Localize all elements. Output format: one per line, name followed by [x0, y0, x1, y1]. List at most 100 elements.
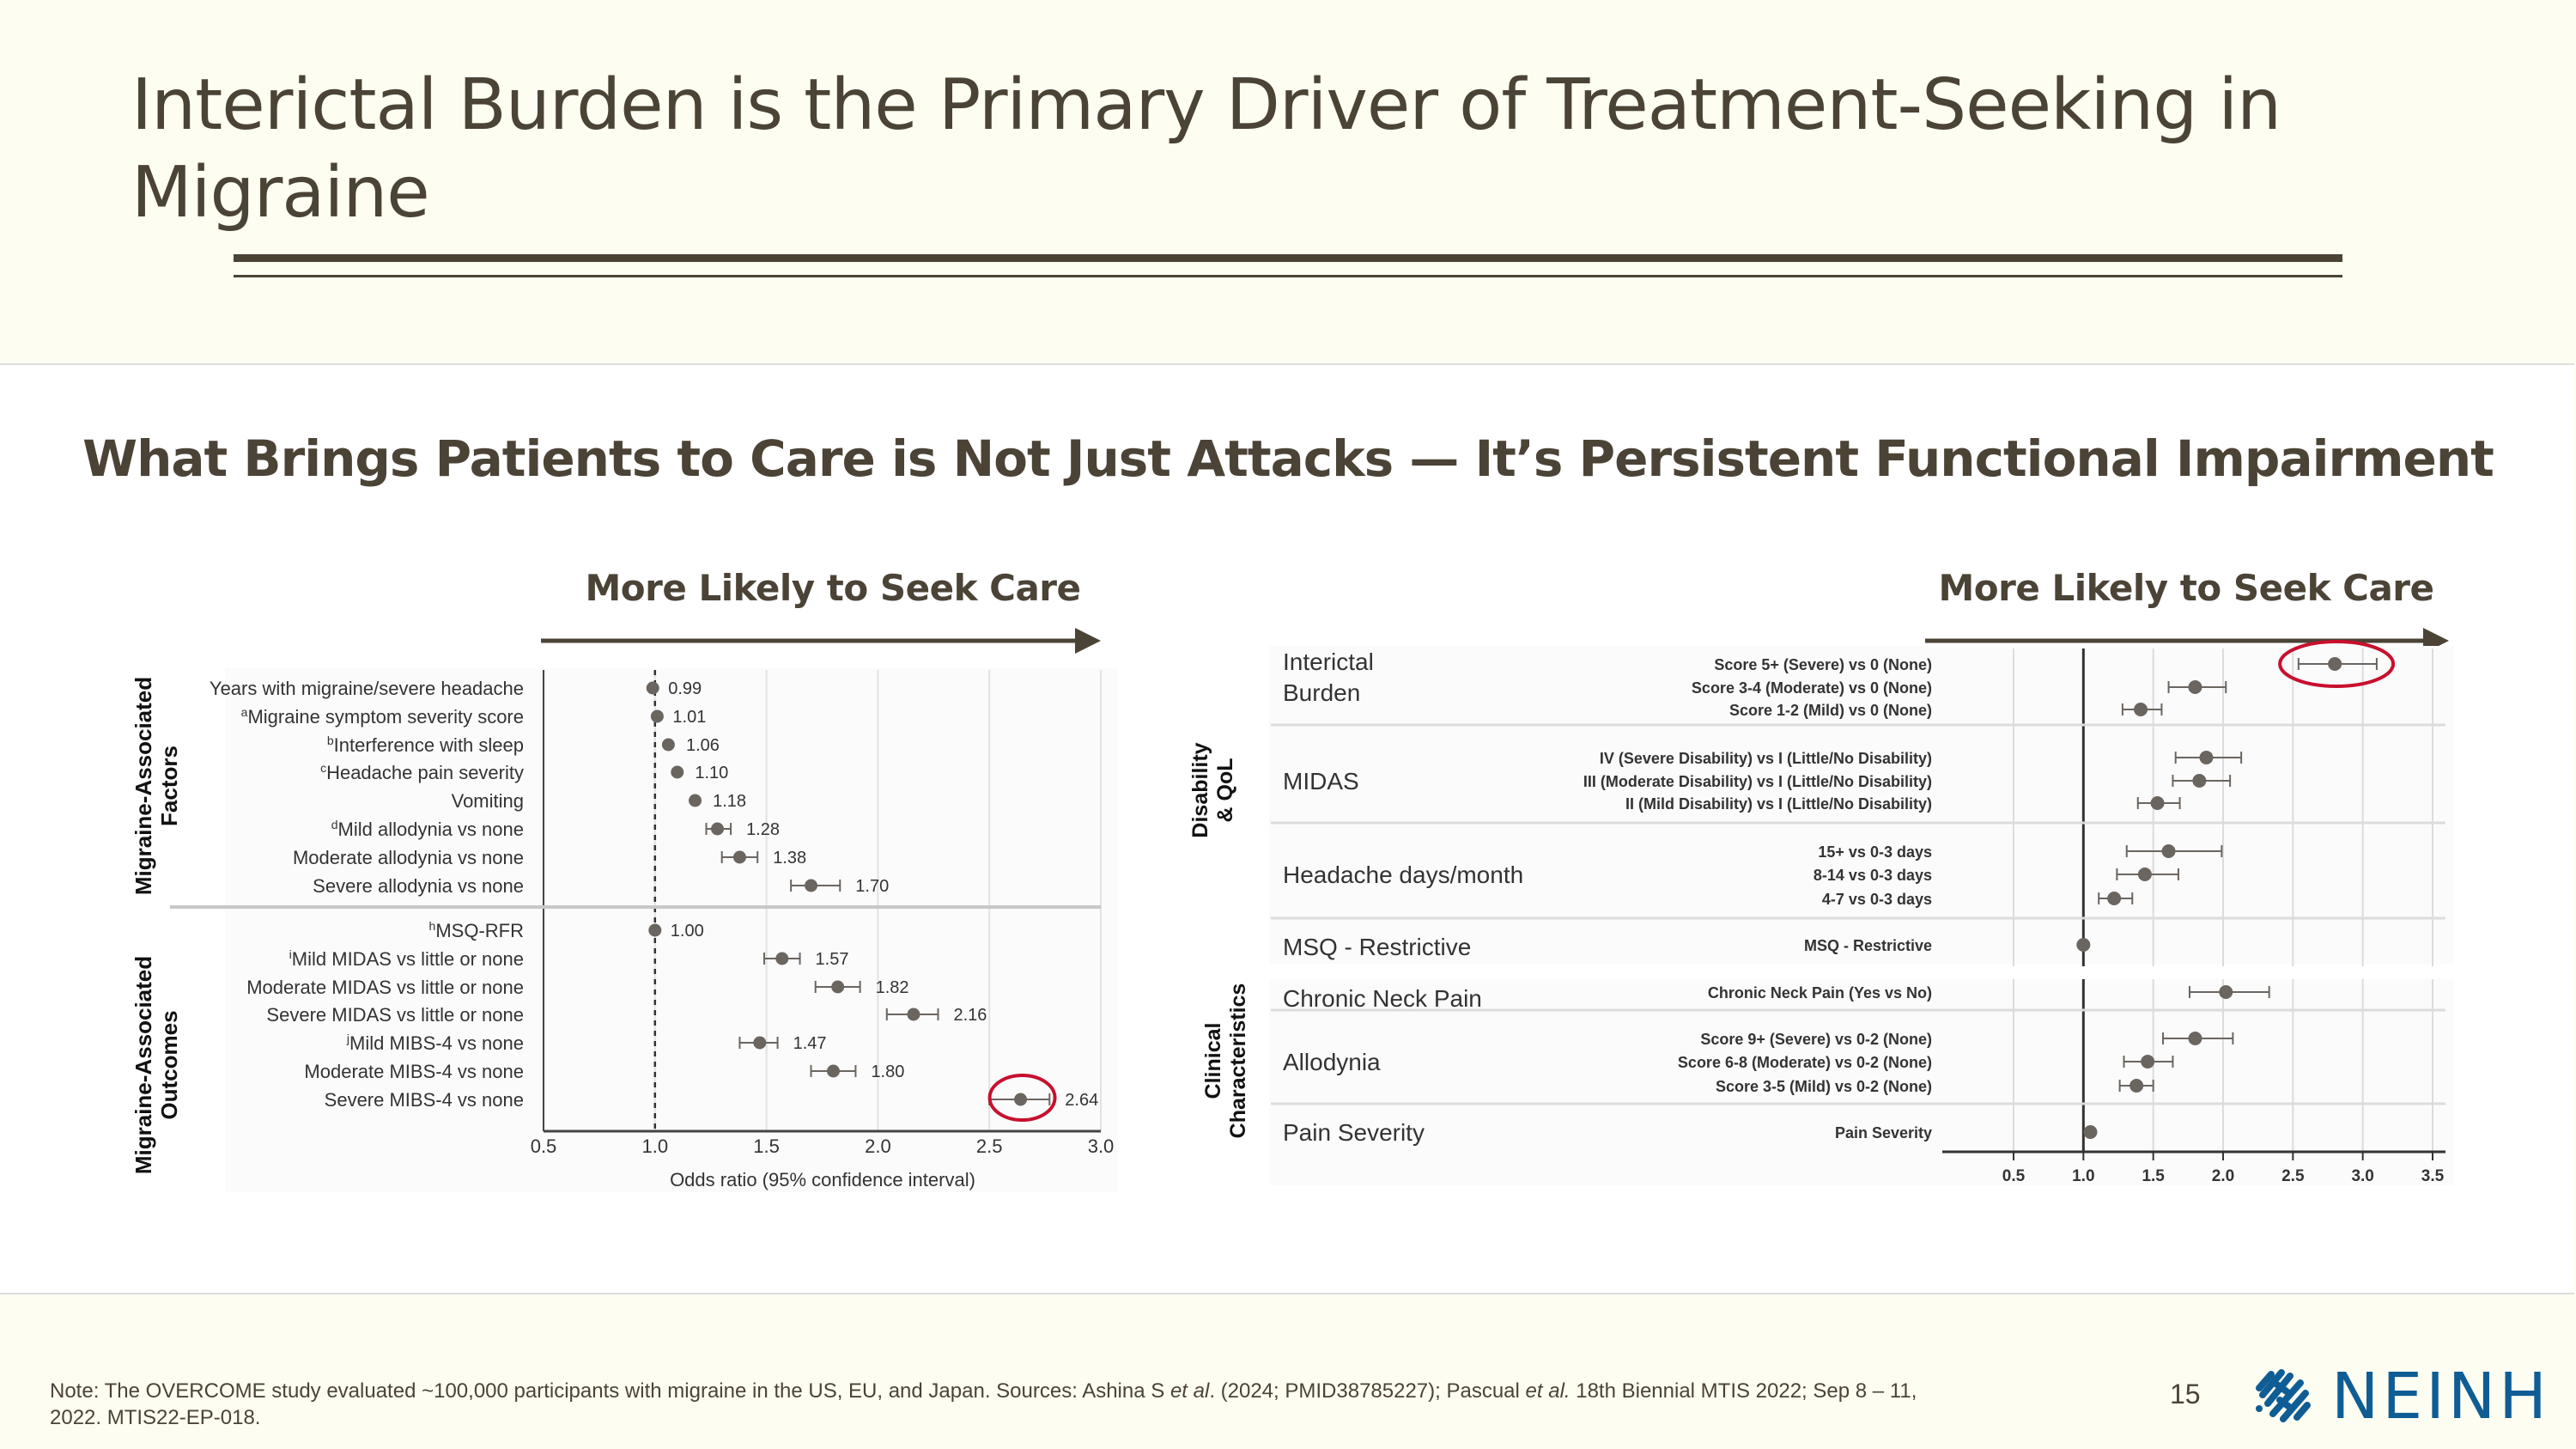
- category-label: Allodynia: [1283, 1049, 1381, 1075]
- row-label: Severe MIDAS vs little or none: [266, 1004, 524, 1026]
- point-estimate: [775, 952, 789, 965]
- row-label: hMSQ-RFR: [429, 919, 524, 941]
- point-estimate: [661, 738, 675, 752]
- value-label: 1.28: [746, 820, 780, 839]
- value-label: 1.82: [876, 978, 909, 997]
- category-label: Interictal Burden: [1283, 648, 1374, 706]
- row-label: jMild MIBS-4 vs none: [346, 1032, 524, 1054]
- value-label: 1.80: [871, 1062, 904, 1081]
- category-label: MSQ - Restrictive: [1283, 934, 1471, 960]
- point-estimate: [2161, 844, 2176, 858]
- value-label: 1.01: [672, 708, 706, 727]
- x-tick-label: 3.0: [2351, 1167, 2373, 1185]
- x-tick-label: 0.5: [2002, 1167, 2026, 1185]
- point-estimate: [646, 681, 659, 695]
- row-label: Severe allodynia vs none: [313, 875, 524, 897]
- point-estimate: [805, 879, 818, 892]
- row-label: Severe MIBS-4 vs none: [325, 1089, 524, 1111]
- row-label: Moderate MIDAS vs little or none: [246, 977, 524, 998]
- highlight-circle: [987, 1074, 1057, 1122]
- group-label: Migraine-AssociatedOutcomes: [131, 956, 182, 1174]
- row-label: 4-7 vs 0-3 days: [1822, 891, 1932, 908]
- point-estimate: [2076, 938, 2091, 952]
- note-mid: . (2024; PMID38785227); Pascual: [1209, 1379, 1526, 1403]
- row-label: II (Mild Disability) vs I (Little/No Dis…: [1625, 795, 1932, 813]
- row-label: Moderate MIBS-4 vs none: [304, 1061, 524, 1082]
- category-label: Headache days/month: [1283, 861, 1523, 888]
- value-label: 1.00: [671, 922, 704, 941]
- row-label: Vomiting: [452, 790, 524, 812]
- row-label: Years with migraine/severe headache: [210, 678, 524, 699]
- left-arrow-label: More Likely to Seek Care: [585, 567, 1081, 609]
- category-label: MIDAS: [1283, 768, 1359, 795]
- title-rule-thick: [234, 254, 2342, 262]
- value-label: 1.38: [773, 849, 806, 868]
- x-tick-label: 2.5: [2281, 1167, 2305, 1185]
- point-estimate: [2141, 1055, 2155, 1068]
- row-label: Score 3-4 (Moderate) vs 0 (None): [1692, 679, 1932, 697]
- right-arrow-label: More Likely to Seek Care: [1938, 567, 2434, 609]
- category-label: Chronic Neck Pain: [1283, 985, 1482, 1012]
- point-estimate: [2199, 751, 2214, 764]
- panel-subtitle: What Brings Patients to Care is Not Just…: [82, 429, 2494, 488]
- value-label: 1.18: [713, 792, 746, 811]
- x-tick-label: 2.5: [976, 1135, 1003, 1157]
- group-label: ClinicalCharacteristics: [1201, 983, 1250, 1139]
- left-plot-background: [225, 668, 1118, 1192]
- x-tick-label: 1.0: [2072, 1167, 2094, 1185]
- x-tick-label: 3.0: [1088, 1135, 1115, 1157]
- point-estimate: [907, 1008, 920, 1021]
- x-tick-label: 1.5: [2142, 1167, 2165, 1185]
- value-label: 2.16: [953, 1006, 987, 1025]
- point-estimate: [650, 709, 664, 723]
- value-label: 1.06: [686, 736, 720, 755]
- footer-note: Note: The OVERCOME study evaluated ~100,…: [50, 1378, 1939, 1431]
- x-tick-label: 1.5: [753, 1135, 780, 1157]
- point-estimate: [753, 1036, 767, 1050]
- group-label: Disability& QoL: [1188, 742, 1237, 837]
- x-tick-label: 3.5: [2421, 1167, 2445, 1185]
- point-estimate: [732, 850, 746, 864]
- point-estimate: [2192, 774, 2207, 788]
- group-label: Migraine-AssociatedFactors: [131, 677, 182, 895]
- point-estimate: [2188, 1032, 2202, 1045]
- x-axis-title: Odds ratio (95% confidence interval): [670, 1169, 975, 1190]
- category-label: Pain Severity: [1283, 1119, 1425, 1146]
- right-plot-background-top: [1269, 646, 2454, 964]
- point-estimate: [2328, 657, 2342, 671]
- value-label: 1.10: [695, 764, 728, 782]
- x-tick-label: 2.0: [2212, 1167, 2234, 1185]
- point-estimate: [2129, 1079, 2144, 1093]
- row-label: cHeadache pain severity: [320, 761, 524, 783]
- row-label: Score 6-8 (Moderate) vs 0-2 (None): [1678, 1054, 1932, 1071]
- row-label: Score 9+ (Severe) vs 0-2 (None): [1700, 1031, 1932, 1048]
- point-estimate: [2137, 868, 2152, 881]
- note-suffix: 18th Biennial MTIS 2022; Sep 8 – 11, 202…: [50, 1379, 1917, 1429]
- point-estimate: [2134, 703, 2148, 716]
- row-label: MSQ - Restrictive: [1804, 937, 1932, 954]
- row-label: Pain Severity: [1835, 1124, 1932, 1142]
- row-label: Chronic Neck Pain (Yes vs No): [1708, 984, 1932, 1002]
- point-estimate: [2219, 985, 2233, 999]
- note-etal-1: et al: [1170, 1379, 1210, 1403]
- logo-mark-icon: [2256, 1369, 2311, 1422]
- point-estimate: [648, 923, 662, 937]
- point-estimate: [689, 794, 702, 807]
- point-estimate: [826, 1064, 840, 1078]
- note-prefix: Note: The OVERCOME study evaluated ~100,…: [50, 1379, 1170, 1403]
- title-rule-thin: [234, 275, 2342, 277]
- point-estimate: [710, 822, 724, 836]
- row-label: iMild MIDAS vs little or none: [289, 947, 524, 970]
- point-estimate: [2083, 1125, 2098, 1139]
- page-number: 15: [2170, 1379, 2201, 1409]
- value-label: 0.99: [668, 679, 702, 698]
- row-label: Score 5+ (Severe) vs 0 (None): [1714, 656, 1932, 673]
- x-tick-label: 1.0: [642, 1135, 669, 1157]
- point-estimate: [831, 980, 845, 994]
- point-estimate: [2150, 796, 2165, 810]
- row-label: III (Moderate Disability) vs I (Little/N…: [1583, 773, 1932, 790]
- row-label: IV (Severe Disability) vs I (Little/No D…: [1600, 750, 1932, 767]
- value-label: 2.64: [1065, 1091, 1098, 1110]
- row-label: aMigraine symptom severity score: [241, 705, 524, 728]
